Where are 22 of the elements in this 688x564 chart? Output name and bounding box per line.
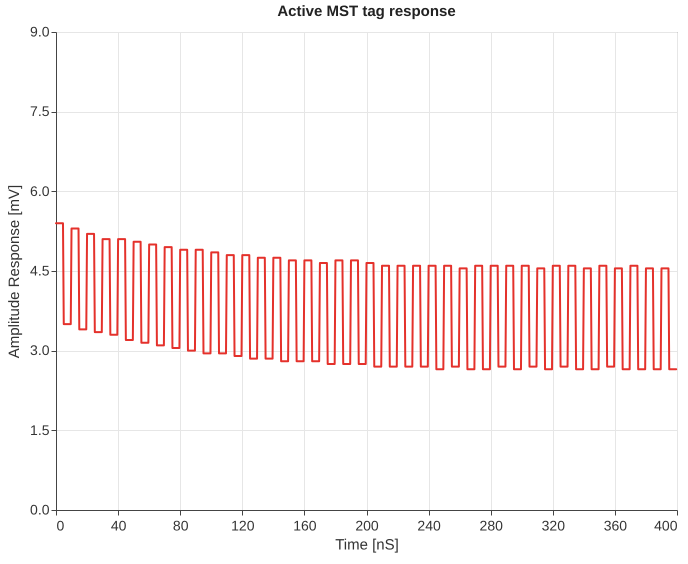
y-axis-title: Amplitude Response [mV] bbox=[6, 184, 24, 358]
x-tick-label: 120 bbox=[231, 518, 255, 534]
x-tick-label: 400 bbox=[654, 518, 678, 534]
x-tick-label: 280 bbox=[480, 518, 504, 534]
y-tick-label: 9.0 bbox=[30, 24, 50, 40]
y-tick-label: 6.0 bbox=[30, 182, 50, 199]
x-tick-label: 240 bbox=[417, 518, 441, 534]
chart-title: Active MST tag response bbox=[277, 3, 456, 20]
x-tick-label: 200 bbox=[355, 518, 379, 534]
x-tick-label: 40 bbox=[110, 518, 127, 534]
y-tick-label: 0.0 bbox=[30, 502, 50, 518]
y-tick-label: 1.5 bbox=[30, 422, 50, 438]
y-tick-label: 7.5 bbox=[30, 103, 50, 120]
line-series bbox=[55, 222, 678, 370]
x-tick-label: 320 bbox=[542, 518, 566, 534]
x-tick-label: 80 bbox=[172, 518, 189, 534]
x-tick-label: 160 bbox=[293, 518, 317, 534]
x-axis-title: Time [nS] bbox=[335, 536, 399, 554]
x-tick-label: 360 bbox=[604, 518, 628, 534]
y-tick-label: 3.0 bbox=[30, 342, 50, 358]
x-tick-label: 0 bbox=[56, 518, 64, 534]
y-tick-label: 4.5 bbox=[30, 262, 50, 278]
